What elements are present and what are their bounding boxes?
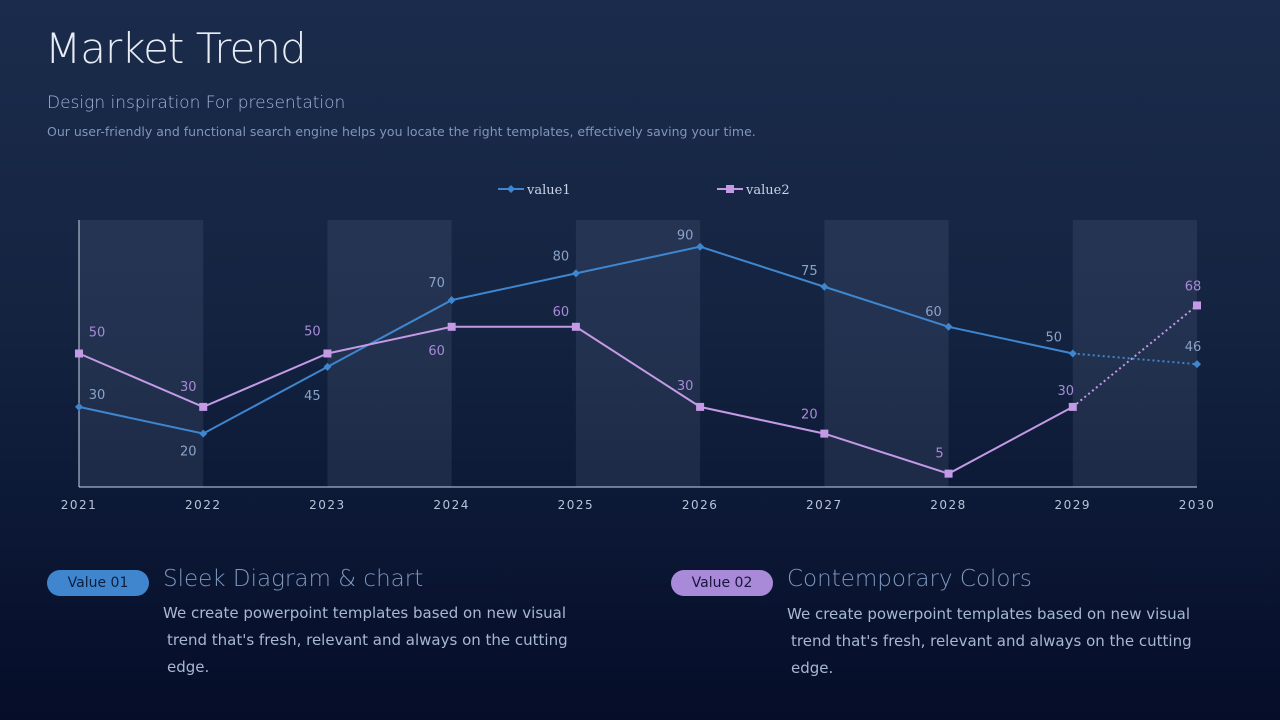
data-label-value2: 60 (553, 305, 570, 320)
x-tick-label: 2029 (1055, 498, 1092, 512)
x-tick-label: 2026 (682, 498, 719, 512)
x-tick-label: 2024 (433, 498, 470, 512)
data-label-value2: 68 (1185, 279, 1202, 294)
legend-marker-value1 (507, 185, 515, 193)
data-label-value1: 70 (428, 276, 445, 291)
data-label-value1: 80 (553, 249, 570, 264)
chart-band (1072, 220, 1197, 487)
data-label-value1: 20 (180, 445, 197, 460)
data-label-value2: 60 (428, 344, 445, 359)
point-value1 (1068, 349, 1077, 358)
page-subtitle: Design inspiration For presentation (47, 93, 346, 113)
feature-2-title: Contemporary Colors (787, 566, 1032, 592)
feature-2-line-1: We create powerpoint templates based on … (787, 605, 1191, 623)
feature-2-text: We create powerpoint templates based on … (787, 601, 1227, 682)
point-value1 (75, 402, 83, 411)
page-description: Our user-friendly and functional search … (47, 124, 756, 139)
point-value1 (447, 296, 456, 305)
chart-band (575, 220, 701, 487)
feature-1-text: We create powerpoint templates based on … (163, 600, 603, 681)
data-label-value2: 30 (1058, 384, 1075, 399)
point-value1 (696, 242, 705, 251)
value-02-badge: Value 02 (671, 570, 773, 596)
series-dotted-value2 (1072, 304, 1198, 408)
x-tick-label: 2027 (806, 498, 843, 512)
point-value2 (1068, 402, 1077, 411)
legend-label-value2: value2 (745, 183, 790, 198)
data-label-value2: 30 (677, 379, 694, 394)
feature-1-line-1: We create powerpoint templates based on … (163, 604, 567, 622)
point-value2 (696, 402, 705, 411)
point-value2 (75, 349, 83, 358)
x-tick-label: 2022 (185, 498, 222, 512)
point-value2 (447, 322, 456, 331)
data-label-value1: 45 (304, 389, 321, 404)
point-value1 (323, 362, 332, 371)
x-tick-label: 2023 (309, 498, 346, 512)
data-label-value2: 20 (801, 408, 818, 423)
point-value2 (199, 402, 208, 411)
data-label-value1: 30 (89, 388, 106, 403)
point-value1 (571, 269, 580, 278)
legend-marker-value2 (726, 185, 734, 193)
page-title: Market Trend (45, 24, 307, 73)
line-chart: 2021 2022 2023 2024 2025 2026 2027 2028 2029 2030… (61, 183, 1216, 512)
point-value1 (820, 282, 829, 291)
data-label-value1: 75 (801, 264, 818, 279)
chart-band (327, 220, 452, 487)
feature-1-line-2: trend that's fresh, relevant and always … (167, 631, 568, 676)
point-value1 (1193, 360, 1201, 369)
legend-label-value1: value1 (526, 183, 571, 198)
data-label-value2: 50 (89, 326, 106, 341)
point-value2 (323, 349, 332, 358)
feature-1-title: Sleek Diagram & chart (163, 566, 424, 592)
chart-band (79, 220, 204, 487)
point-value1 (944, 322, 953, 331)
data-label-value2: 30 (180, 380, 197, 395)
x-tick-label: 2030 (1179, 498, 1216, 512)
x-tick-label: 2025 (558, 498, 595, 512)
data-label-value2: 5 (935, 447, 943, 462)
value-01-badge: Value 01 (47, 570, 149, 596)
point-value1 (199, 429, 208, 438)
data-label-value2: 50 (304, 325, 321, 340)
point-value2 (1193, 301, 1201, 310)
data-label-value1: 50 (1046, 331, 1063, 346)
point-value2 (571, 322, 580, 331)
x-tick-label: 2021 (61, 498, 98, 512)
x-tick-label: 2028 (930, 498, 967, 512)
feature-2-line-2: trend that's fresh, relevant and always … (791, 632, 1192, 677)
point-value2 (944, 469, 953, 478)
data-label-value1: 90 (677, 229, 694, 244)
chart-band (824, 220, 949, 487)
point-value2 (820, 429, 829, 438)
series-dotted-value1 (1072, 352, 1198, 366)
data-label-value1: 46 (1185, 340, 1202, 355)
data-label-value1: 60 (925, 305, 942, 320)
